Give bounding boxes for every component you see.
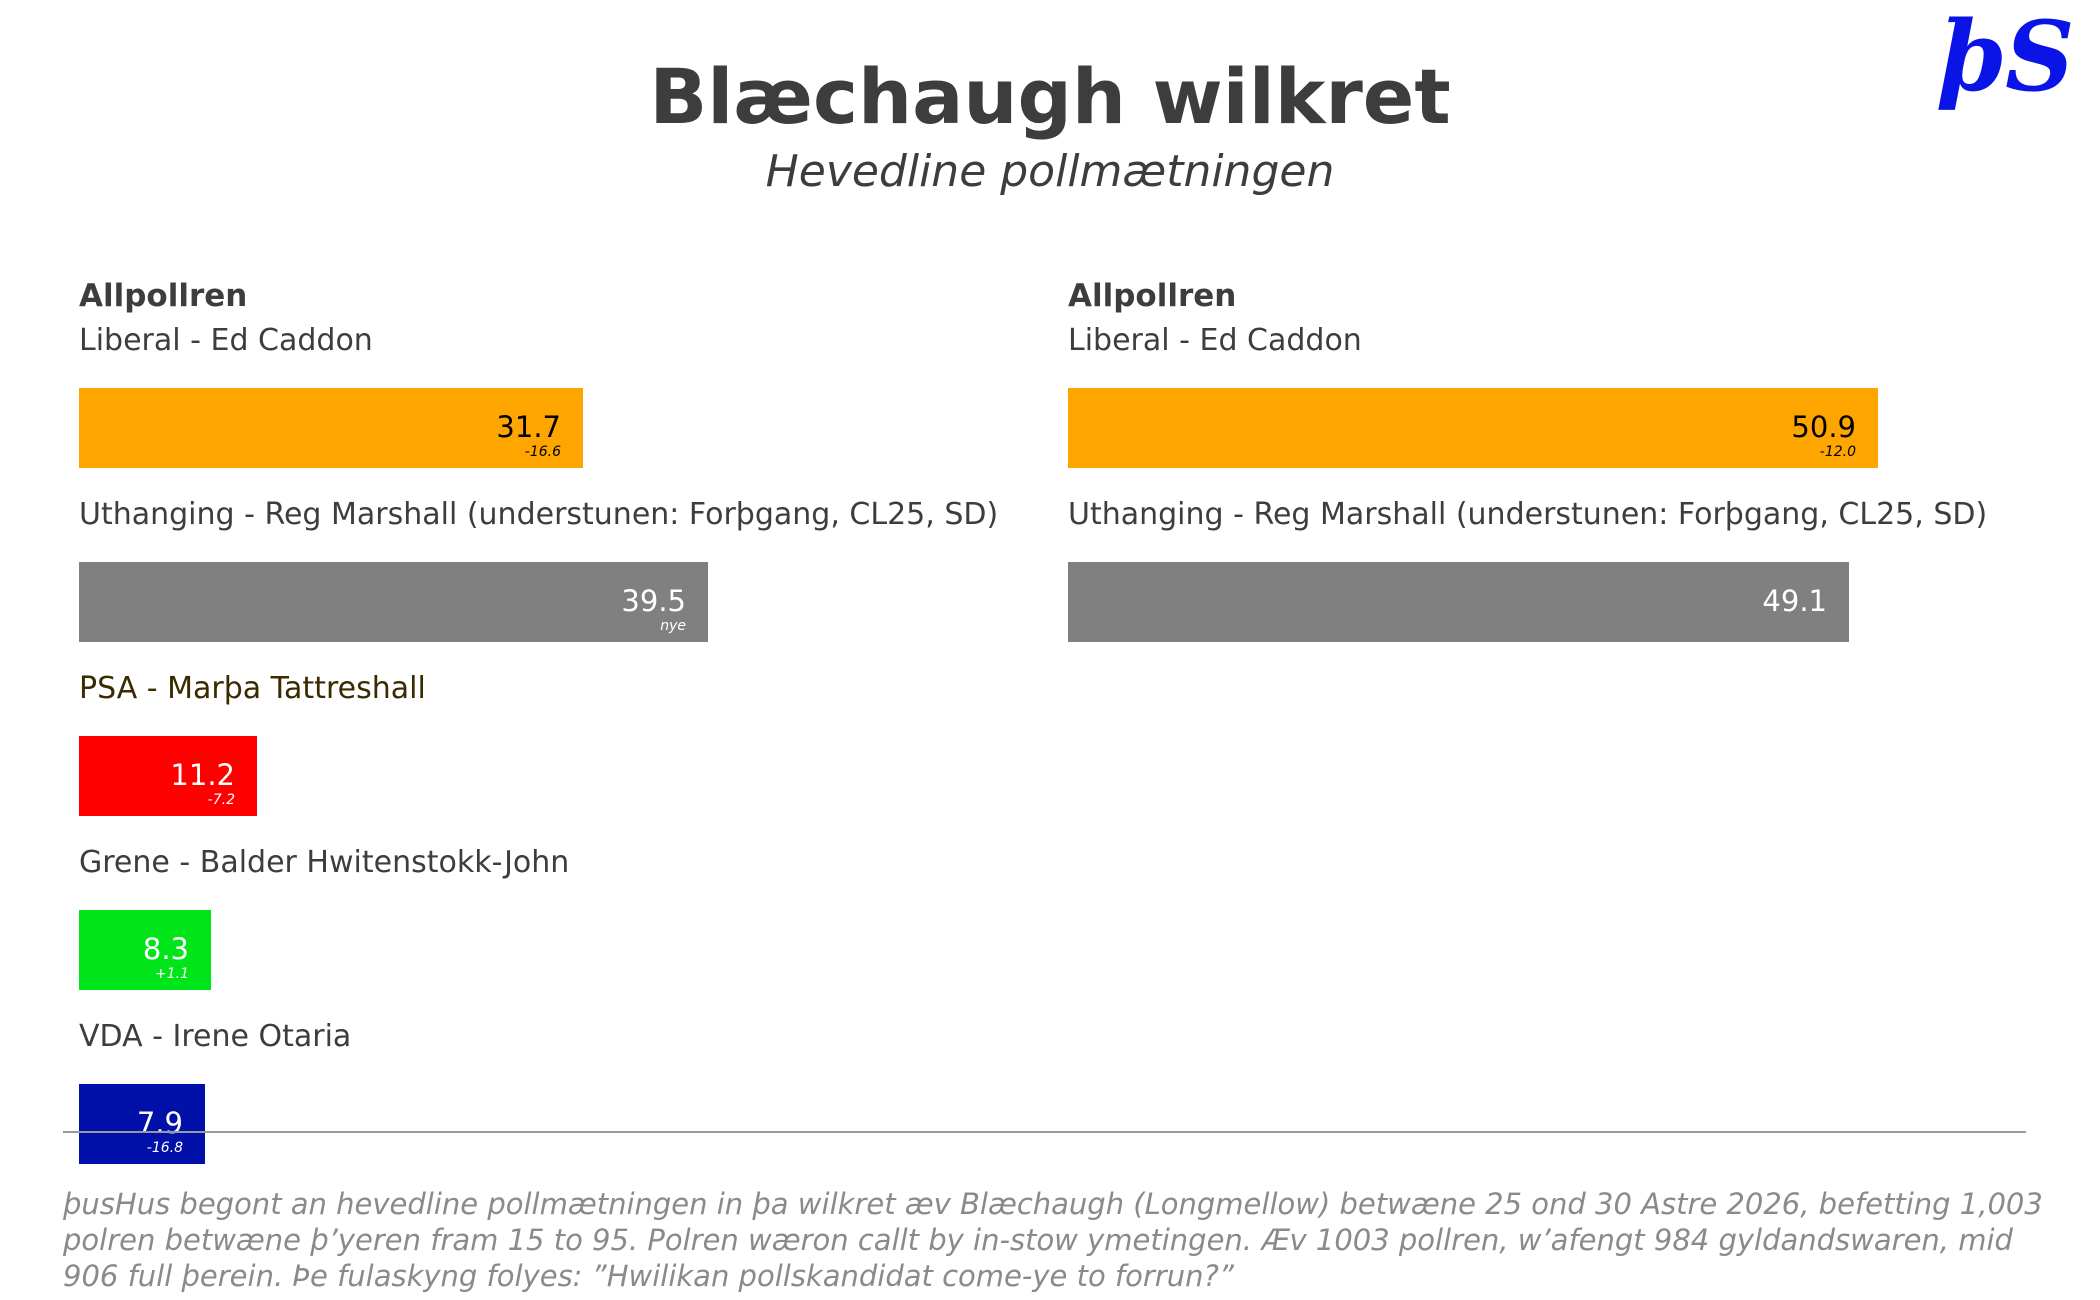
bar-change-label: -7.2 (207, 792, 235, 808)
candidate-label: Uthanging - Reg Marshall (understunen: F… (1068, 497, 1988, 532)
bar-row: 50.9 -12.0 (1068, 388, 2008, 468)
bar: 11.2 -7.2 (79, 736, 257, 816)
bar-change-label: -16.8 (146, 1140, 183, 1156)
candidate-label: Liberal - Ed Caddon (1068, 323, 1362, 358)
bar-value-label: 11.2 (170, 758, 235, 792)
bar: 31.7 -16.6 (79, 388, 583, 468)
bar-value-label: 8.3 (142, 932, 189, 966)
chart-title: Blæchaugh wilkret (649, 52, 1451, 141)
chart-subtitle: Hevedline pollmætningen (765, 146, 1335, 197)
divider (63, 1131, 2026, 1133)
candidate-label: Liberal - Ed Caddon (79, 323, 373, 358)
candidate-label: Uthanging - Reg Marshall (understunen: F… (79, 497, 999, 532)
bar-row: 7.9 -16.8 (79, 1084, 1019, 1164)
bar-value-label: 50.9 (1791, 410, 1856, 444)
bar-value-label: 7.9 (136, 1106, 183, 1140)
bar-row: 39.5 nye (79, 562, 1019, 642)
bar-change-label: nye (660, 618, 686, 634)
bar-change-label: -16.6 (524, 444, 561, 460)
ps-logo-icon: þS (1938, 10, 2074, 113)
bar-change-label: -12.0 (1819, 444, 1856, 460)
bar-value-label: 31.7 (496, 410, 561, 444)
bar-value-label: 49.1 (1762, 584, 1827, 618)
bar-row: 31.7 -16.6 (79, 388, 1019, 468)
bar-value-label: 39.5 (621, 584, 686, 618)
candidate-label: PSA - Marþa Tattreshall (79, 671, 426, 706)
bar-row: 11.2 -7.2 (79, 736, 1019, 816)
logo-text: þS (1938, 10, 2074, 113)
chart-panel-runoff: Allpollren Liberal - Ed Caddon 50.9 -12.0 U… (1068, 274, 2008, 666)
panel-title: Allpollren (1068, 278, 1237, 314)
bar: 8.3 +1.1 (79, 910, 211, 990)
candidate-label: VDA - Irene Otaria (79, 1019, 352, 1054)
bar-rows: Liberal - Ed Caddon 31.7 -16.6 Uthanging - … (79, 318, 1019, 1164)
candidate-label: Grene - Balder Hwitenstokk-John (79, 845, 570, 880)
bar-row: 8.3 +1.1 (79, 910, 1019, 990)
chart-panel-first-round: Allpollren Liberal - Ed Caddon 31.7 -16.6 U… (79, 274, 1019, 1188)
panel-title: Allpollren (79, 278, 248, 314)
bar: 50.9 -12.0 (1068, 388, 1878, 468)
bar: 7.9 -16.8 (79, 1084, 205, 1164)
bar-row: 49.1 (1068, 562, 2008, 642)
bar: 39.5 nye (79, 562, 708, 642)
bar-rows: Liberal - Ed Caddon 50.9 -12.0 Uthanging - … (1068, 318, 2008, 642)
bar-change-label: +1.1 (155, 966, 189, 982)
methodology-footnote: þusHus begont an hevedline pollmætningen… (63, 1187, 2043, 1293)
bar: 49.1 (1068, 562, 1849, 642)
